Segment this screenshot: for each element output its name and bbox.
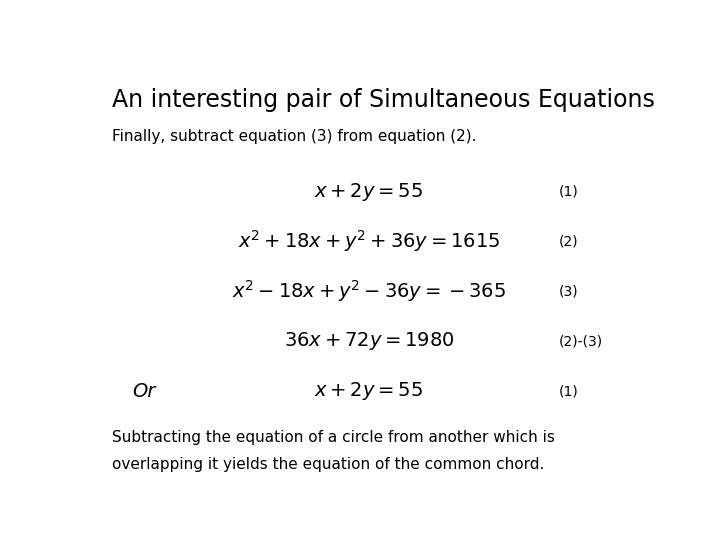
Text: An interesting pair of Simultaneous Equations: An interesting pair of Simultaneous Equa… — [112, 87, 655, 112]
Text: $x^2 + 18x + y^2 + 36y = 1615$: $x^2 + 18x + y^2 + 36y = 1615$ — [238, 228, 500, 254]
Text: $x + 2y = 55$: $x + 2y = 55$ — [315, 380, 423, 402]
Text: (2): (2) — [559, 234, 578, 248]
Text: (3): (3) — [559, 285, 578, 299]
Text: $36x + 72y = 1980$: $36x + 72y = 1980$ — [284, 330, 454, 352]
Text: (1): (1) — [559, 185, 578, 199]
Text: (2)-(3): (2)-(3) — [559, 334, 603, 348]
Text: Or: Or — [132, 382, 156, 401]
Text: overlapping it yields the equation of the common chord.: overlapping it yields the equation of th… — [112, 457, 545, 472]
Text: Finally, subtract equation (3) from equation (2).: Finally, subtract equation (3) from equa… — [112, 129, 477, 144]
Text: $x^2 - 18x + y^2 - 36y = -365$: $x^2 - 18x + y^2 - 36y = -365$ — [232, 279, 506, 305]
Text: $x + 2y = 55$: $x + 2y = 55$ — [315, 180, 423, 202]
Text: Subtracting the equation of a circle from another which is: Subtracting the equation of a circle fro… — [112, 430, 555, 445]
Text: (1): (1) — [559, 384, 578, 398]
